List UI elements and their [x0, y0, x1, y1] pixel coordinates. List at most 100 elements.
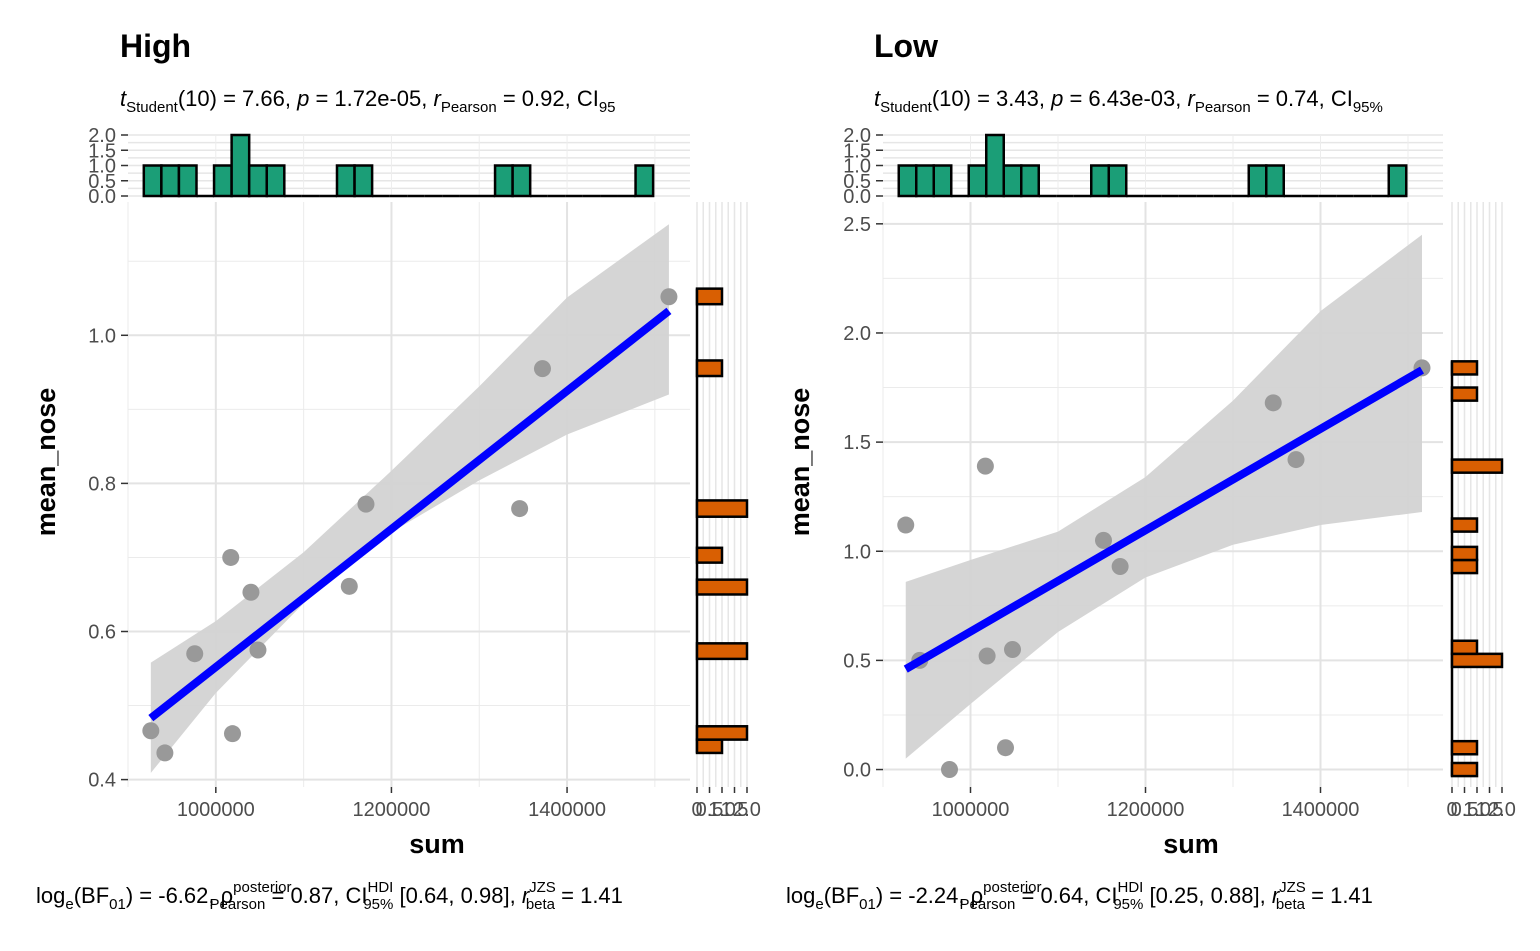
x-hist-bar — [212, 164, 233, 198]
x-hist-bar — [1265, 164, 1285, 198]
data-point — [142, 722, 160, 740]
x-hist-bar — [932, 164, 953, 198]
data-point — [978, 647, 996, 665]
data-point — [249, 641, 267, 659]
y-tick-label: 2.5 — [843, 214, 871, 236]
subtitle-p-text: = 6.43e-03, — [1063, 86, 1187, 111]
y-hist-bar — [695, 546, 724, 564]
subtitle-t-sub: Student — [880, 99, 933, 116]
x-tick-label: 1400000 — [528, 799, 606, 821]
x-hist-tick-label: 1.0 — [843, 156, 871, 178]
x-hist-tick-label: 2.0 — [88, 125, 116, 147]
y-hist-bar — [1450, 558, 1479, 575]
panel-title: Low — [874, 28, 938, 64]
data-point — [897, 516, 915, 534]
y-tick-label: 2.0 — [843, 323, 871, 345]
y-hist-tick-label: 2.0 — [733, 799, 761, 821]
x-hist-tick-label: 1.5 — [843, 140, 871, 162]
x-marginal-histogram: 0.00.51.01.52.0 — [843, 125, 1443, 208]
subtitle-r-sub: Pearson — [441, 99, 497, 116]
x-hist-bar — [915, 164, 935, 198]
y-hist-bar — [1450, 761, 1479, 778]
panel-title: High — [120, 28, 191, 64]
data-point — [222, 548, 240, 566]
x-hist-bar — [353, 164, 374, 198]
y-hist-bar — [1450, 739, 1479, 756]
subtitle-t-text: (10) = 3.43, — [932, 86, 1051, 111]
y-marginal-histogram: 00.51.01.52.0 — [691, 202, 761, 821]
x-hist-bar — [1247, 164, 1268, 198]
subtitle-p-label: p — [1050, 86, 1063, 111]
y-hist-tick-label: 0 — [691, 799, 702, 821]
y-hist-bar — [1450, 652, 1504, 669]
y-hist-bar — [695, 642, 749, 661]
y-tick-label: 0.6 — [88, 621, 116, 643]
panel-caption: loge(BF01) = -6.62, ρposterior Pearson = … — [36, 879, 623, 913]
subtitle-p-text: = 1.72e-05, — [309, 86, 433, 111]
data-point — [1111, 558, 1129, 576]
subtitle-ci-sub: 95 — [599, 99, 616, 116]
y-hist-bar — [695, 499, 749, 518]
x-hist-bar — [247, 164, 268, 198]
scatter-plot-area: 1000000 1200000 1400000 0.4 0.6 0.8 1.0 — [88, 202, 690, 821]
y-tick-label: 0.5 — [843, 650, 871, 672]
y-hist-bar — [695, 287, 724, 306]
y-tick-label: 0.8 — [88, 473, 116, 495]
y-hist-bar — [695, 359, 724, 378]
y-hist-tick-label: 1.0 — [708, 799, 736, 821]
y-hist-bar — [695, 578, 749, 596]
y-tick-label: 1.5 — [843, 432, 871, 454]
y-hist-tick-label: 1.0 — [1463, 799, 1491, 821]
x-hist-bar — [265, 164, 286, 198]
regression-line — [148, 307, 672, 722]
x-hist-tick-label: 1.5 — [88, 140, 116, 162]
panel-low: Low tStudent(10) = 3.43, p = 6.43e-03, r… — [785, 28, 1516, 913]
x-hist-bar — [511, 164, 532, 198]
x-hist-bar — [634, 164, 655, 198]
x-hist-bar — [335, 164, 356, 198]
y-hist-bar — [695, 738, 724, 755]
subtitle-t-label: t — [120, 86, 127, 111]
y-hist-bar — [695, 725, 749, 741]
y-hist-bar — [1450, 517, 1479, 533]
y-hist-bar — [1450, 639, 1479, 656]
y-hist-tick-label: 0.5 — [1451, 799, 1479, 821]
data-point — [976, 457, 994, 475]
y-tick-label: 1.0 — [843, 541, 871, 563]
panel-caption: loge(BF01) = -2.24, ρposterior Pearson = … — [786, 879, 1373, 913]
data-point — [1287, 451, 1305, 469]
data-point — [156, 744, 174, 762]
panel-high: High tStudent(10) = 7.66, p = 1.72e-05, … — [31, 28, 761, 913]
x-hist-tick-label: 1.0 — [88, 156, 116, 178]
data-point — [242, 583, 260, 601]
y-tick-label: 0.0 — [843, 760, 871, 782]
x-hist-tick-label: 2.0 — [843, 125, 871, 147]
y-tick-label: 1.0 — [88, 325, 116, 347]
x-tick-label: 1000000 — [177, 799, 255, 821]
subtitle-t-label: t — [874, 86, 881, 111]
x-hist-bar — [985, 133, 1005, 198]
x-hist-bar — [1002, 164, 1023, 198]
y-hist-bar — [1450, 360, 1479, 376]
data-point — [186, 645, 204, 663]
data-point — [997, 739, 1014, 757]
data-point — [511, 500, 529, 518]
scatter-plot-area: 1000000 1200000 1400000 0.0 0.5 1.0 1.5 2.0 2.5 — [843, 202, 1443, 821]
y-hist-tick-label: 2.0 — [1488, 799, 1516, 821]
confidence-band — [150, 224, 669, 773]
y-marginal-histogram: 00.51.01.52.0 — [1446, 202, 1516, 821]
x-tick-label: 1000000 — [932, 799, 1010, 821]
x-hist-tick-label: 0.0 — [88, 186, 116, 208]
subtitle-r-label: r — [1188, 86, 1197, 111]
svg-text:tStudent(10) = 3.43, p = 6.43e: tStudent(10) = 3.43, p = 6.43e-03, rPear… — [874, 86, 1383, 116]
x-hist-bar — [1020, 164, 1040, 198]
x-tick-label: 1200000 — [353, 799, 431, 821]
x-hist-bar — [177, 164, 198, 198]
subtitle-ci-sub: 95% — [1353, 99, 1383, 116]
x-marginal-histogram: 0.00.51.01.52.0 — [88, 125, 690, 208]
x-axis-label: sum — [409, 829, 465, 859]
x-hist-bar — [967, 164, 988, 198]
panel-subtitle: tStudent(10) = 7.66, p = 1.72e-05, rPear… — [120, 86, 616, 116]
subtitle-r-text: = 0.92, CI — [497, 86, 599, 111]
